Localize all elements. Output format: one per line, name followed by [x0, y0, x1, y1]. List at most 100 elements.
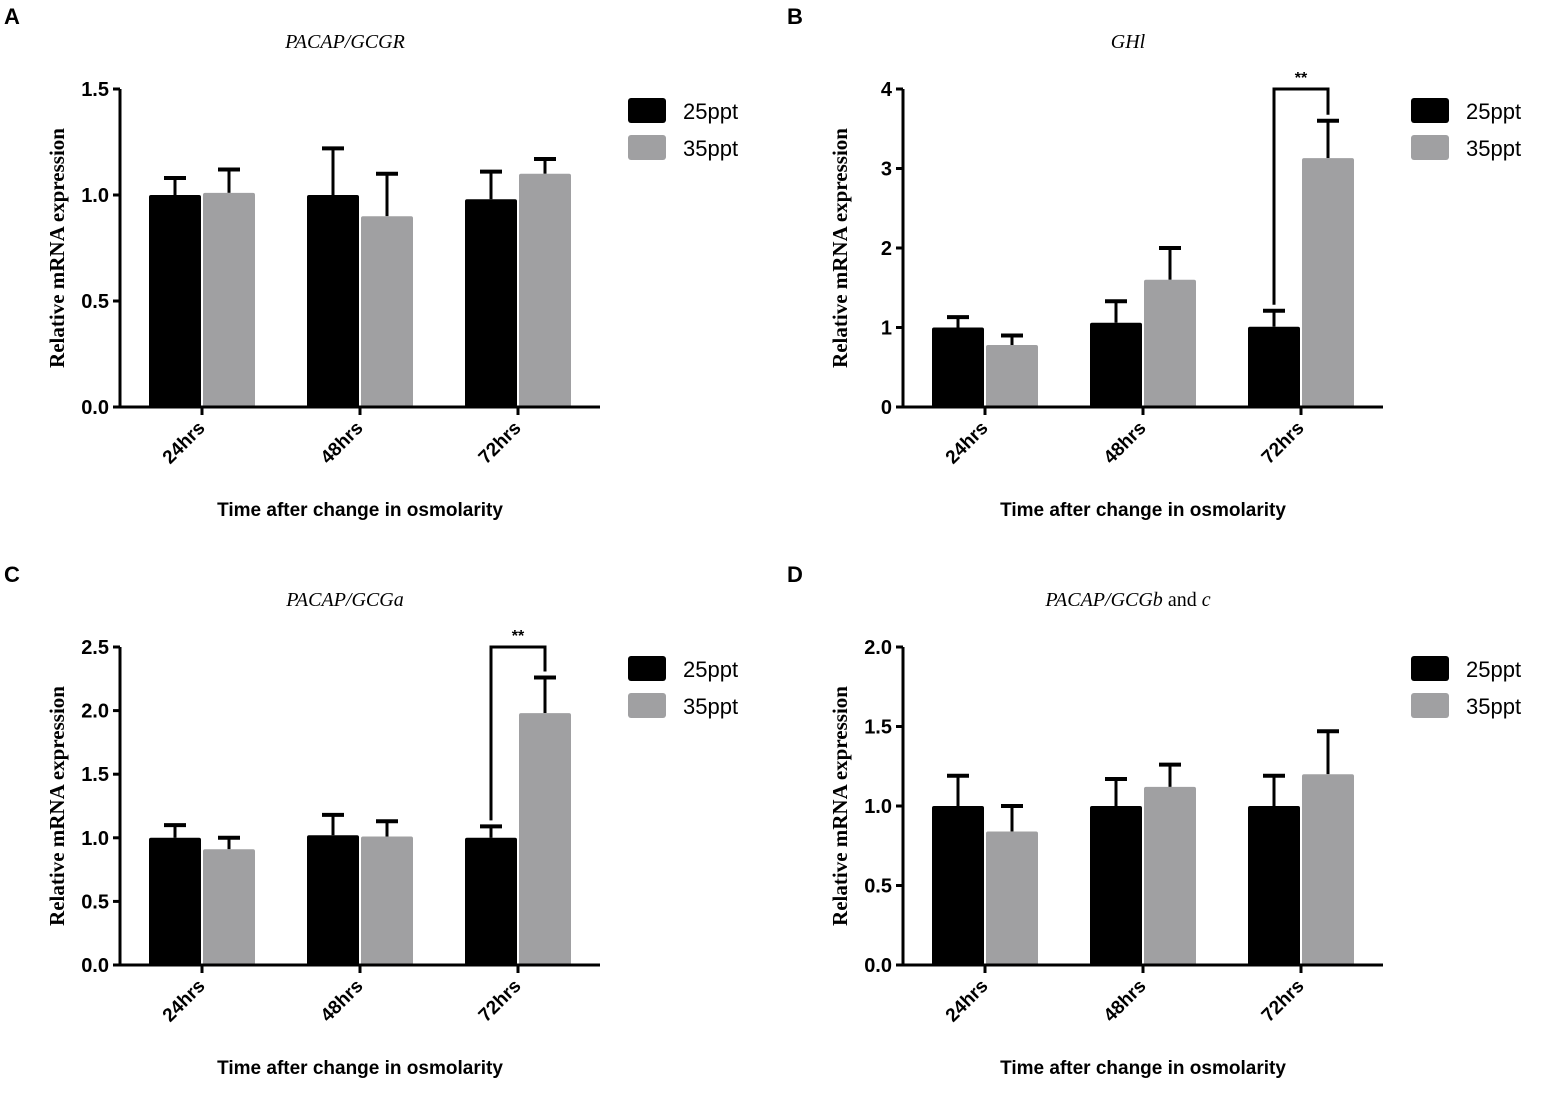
bar-25ppt-72hrs: [1248, 326, 1300, 407]
bar-35ppt-72hrs: [519, 173, 571, 407]
bar-35ppt-72hrs: [1302, 774, 1354, 965]
x-tick-label: 72hrs: [475, 976, 526, 1027]
bar-35ppt-72hrs: [1302, 158, 1354, 407]
y-tick-label: 1: [881, 318, 892, 340]
x-tick-label: 24hrs: [942, 418, 993, 469]
y-axis-label: Relative mRNA expression: [45, 128, 69, 368]
y-tick-label: 0.0: [81, 955, 109, 977]
legend-swatch-25ppt: [628, 656, 666, 681]
bar-25ppt-72hrs: [465, 199, 517, 407]
significance-bracket: [1272, 87, 1330, 305]
y-tick-label: 2.5: [81, 637, 109, 659]
panel-label: D: [787, 562, 803, 587]
bar-25ppt-48hrs: [1090, 806, 1142, 965]
x-tick-label: 24hrs: [159, 976, 210, 1027]
legend-label: 35ppt: [1466, 694, 1521, 719]
x-axis-label: Time after change in osmolarity: [1000, 1058, 1286, 1079]
y-tick-label: 1.5: [864, 717, 892, 739]
y-axis-label: Relative mRNA expression: [828, 686, 852, 926]
chart-title: PACAP/GCGR: [284, 31, 405, 53]
y-tick-label: 1.0: [864, 796, 892, 818]
legend-label: 25ppt: [683, 657, 738, 682]
x-axis-label: Time after change in osmolarity: [217, 1058, 503, 1079]
y-tick-label: 1.0: [81, 828, 109, 850]
x-tick-label: 24hrs: [942, 976, 993, 1027]
chart-a: A PACAP/GCGR Relative mRNA expression 0.0 0.…: [4, 4, 738, 521]
significance-label: **: [512, 628, 525, 645]
y-tick-label: 4: [881, 79, 893, 101]
bar-35ppt-72hrs: [519, 713, 571, 965]
legend-label: 25ppt: [683, 99, 738, 124]
chart-title: GHl: [1111, 31, 1146, 53]
chart-b: B GHl Relative mRNA expression 0 1 2 3 4 24hrs 48…: [787, 4, 1521, 521]
legend-swatch-35ppt: [1411, 693, 1449, 718]
bar-25ppt-24hrs: [932, 806, 984, 965]
y-tick-label: 2.0: [81, 701, 109, 723]
bar-35ppt-48hrs: [361, 216, 413, 407]
x-tick-label: 72hrs: [475, 418, 526, 469]
legend-label: 35ppt: [683, 694, 738, 719]
y-tick-label: 3: [881, 159, 892, 181]
x-axis-label: Time after change in osmolarity: [217, 500, 503, 521]
bar-35ppt-48hrs: [1144, 279, 1196, 407]
x-tick-label: 72hrs: [1258, 418, 1309, 469]
legend-swatch-25ppt: [1411, 98, 1449, 123]
bar-25ppt-24hrs: [149, 195, 201, 407]
x-tick-label: 72hrs: [1258, 976, 1309, 1027]
legend-swatch-25ppt: [628, 98, 666, 123]
x-tick-label: 48hrs: [1100, 976, 1151, 1027]
panel-label: C: [4, 562, 20, 587]
x-tick-label: 48hrs: [1100, 418, 1151, 469]
chart-d: D PACAP/GCGb and c Relative mRNA expressio…: [787, 562, 1521, 1079]
chart-title-suffix: and: [1163, 589, 1202, 611]
y-tick-label: 0.5: [81, 291, 109, 313]
bar-25ppt-72hrs: [465, 837, 517, 965]
y-tick-label: 1.5: [81, 79, 109, 101]
bar-25ppt-72hrs: [1248, 806, 1300, 965]
chart-title-gene: PACAP/GCGR: [284, 31, 405, 53]
chart-title: PACAP/GCGb and c: [1044, 589, 1210, 611]
chart-title: PACAP/GCGa: [285, 589, 403, 611]
bar-35ppt-48hrs: [1144, 786, 1196, 965]
panel-d: D PACAP/GCGb and c Relative mRNA expressio…: [783, 558, 1566, 1116]
y-tick-label: 0.5: [864, 876, 892, 898]
y-axis-label: Relative mRNA expression: [828, 128, 852, 368]
y-tick-label: 0: [881, 397, 892, 419]
y-tick-label: 0.0: [81, 397, 109, 419]
panel-label: B: [787, 4, 803, 29]
chart-title-gene: PACAP/GCGb: [1044, 589, 1162, 611]
legend-label: 35ppt: [683, 136, 738, 161]
panel-label: A: [4, 4, 20, 29]
y-tick-label: 2.0: [864, 637, 892, 659]
bar-25ppt-24hrs: [149, 837, 201, 965]
y-axis-label: Relative mRNA expression: [45, 686, 69, 926]
significance-label: **: [1295, 70, 1308, 87]
y-tick-label: 0.5: [81, 891, 109, 913]
significance-bracket: [489, 645, 547, 821]
bar-25ppt-48hrs: [307, 835, 359, 965]
panel-b: B GHl Relative mRNA expression 0 1 2 3 4 24hrs 48…: [783, 0, 1566, 558]
y-tick-label: 1.0: [81, 185, 109, 207]
bar-35ppt-24hrs: [203, 192, 255, 407]
bar-35ppt-48hrs: [361, 836, 413, 965]
bar-35ppt-24hrs: [986, 831, 1038, 965]
panel-c: C PACAP/GCGa Relative mRNA expression 0.0 0.…: [0, 558, 783, 1116]
y-tick-label: 2: [881, 238, 892, 260]
bar-25ppt-48hrs: [1090, 322, 1142, 407]
y-tick-label: 1.5: [81, 764, 109, 786]
legend-label: 25ppt: [1466, 657, 1521, 682]
x-tick-label: 48hrs: [317, 976, 368, 1027]
legend-swatch-35ppt: [1411, 135, 1449, 160]
bar-25ppt-24hrs: [932, 327, 984, 407]
chart-c: C PACAP/GCGa Relative mRNA expression 0.0 0.…: [4, 562, 738, 1079]
chart-title-gene: GHl: [1111, 31, 1146, 53]
legend-swatch-35ppt: [628, 135, 666, 160]
x-tick-label: 24hrs: [159, 418, 210, 469]
chart-title-gene: PACAP/GCGa: [285, 589, 403, 611]
bar-35ppt-24hrs: [203, 849, 255, 965]
y-tick-label: 0.0: [864, 955, 892, 977]
x-axis-label: Time after change in osmolarity: [1000, 500, 1286, 521]
x-tick-label: 48hrs: [317, 418, 368, 469]
bar-25ppt-48hrs: [307, 195, 359, 407]
panel-a: A PACAP/GCGR Relative mRNA expression 0.0 0.…: [0, 0, 783, 558]
